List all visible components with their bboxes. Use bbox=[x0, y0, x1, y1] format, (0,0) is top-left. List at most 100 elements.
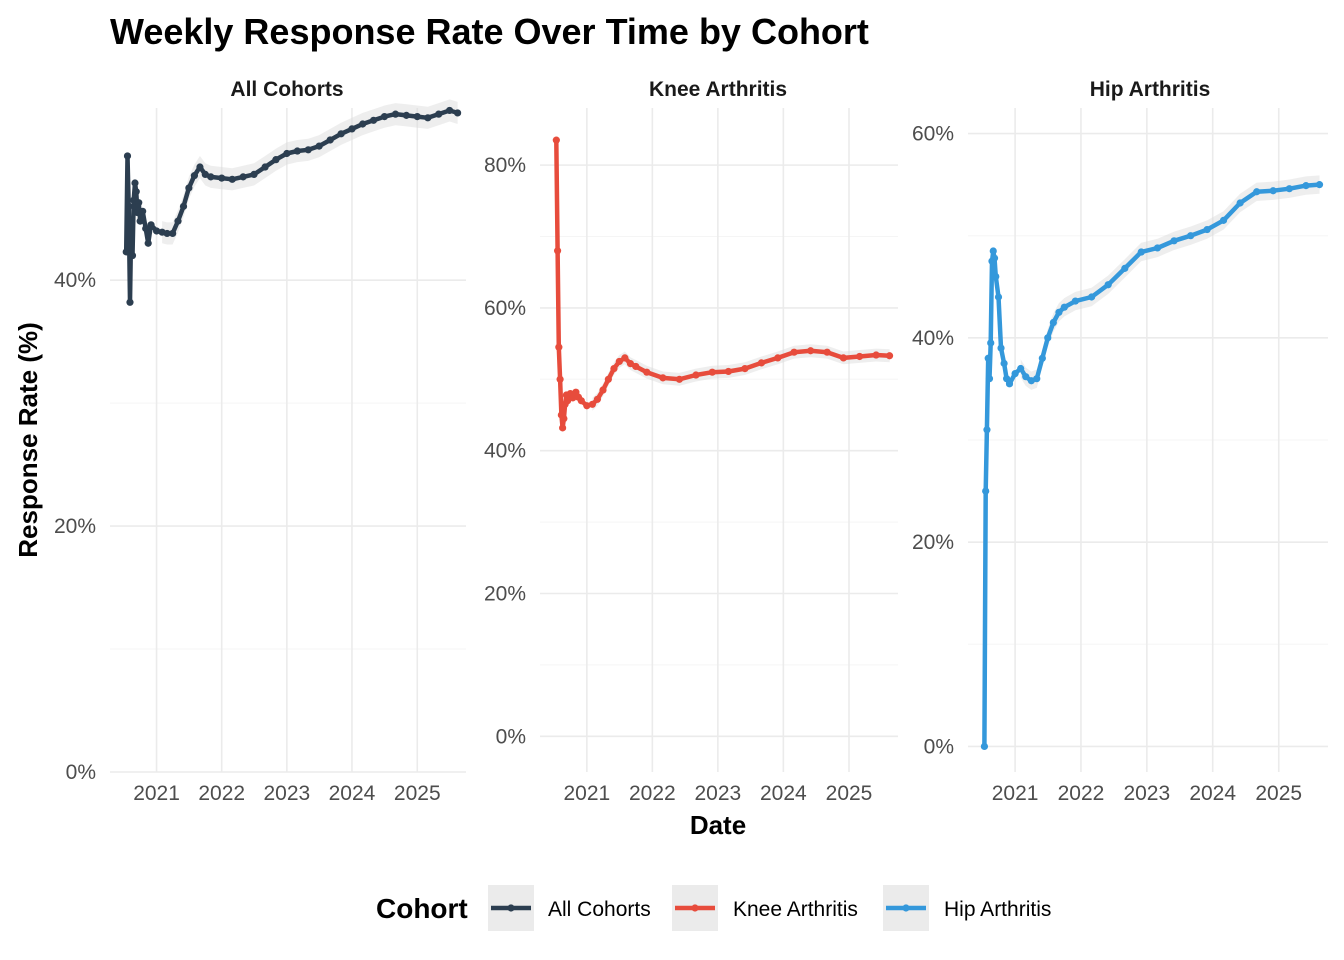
data-point bbox=[126, 298, 134, 306]
legend-title: Cohort bbox=[376, 893, 468, 924]
data-point bbox=[293, 147, 301, 155]
data-point bbox=[261, 163, 269, 171]
data-point bbox=[402, 111, 410, 119]
data-point bbox=[283, 149, 291, 158]
data-point bbox=[123, 152, 132, 160]
series-group bbox=[552, 136, 894, 432]
data-point bbox=[556, 375, 564, 383]
data-point bbox=[174, 217, 182, 225]
data-point bbox=[1236, 199, 1244, 207]
y-tick-label: 40% bbox=[54, 269, 96, 292]
data-point bbox=[823, 348, 831, 356]
data-point bbox=[604, 375, 612, 383]
data-point bbox=[304, 146, 312, 154]
legend-key-point bbox=[507, 904, 515, 912]
data-point bbox=[163, 229, 171, 238]
data-point bbox=[139, 207, 147, 215]
data-point bbox=[577, 397, 585, 405]
data-point bbox=[989, 247, 997, 255]
data-point bbox=[992, 272, 1000, 281]
series-group bbox=[122, 106, 462, 306]
x-tick-label: 2025 bbox=[826, 782, 873, 805]
data-point bbox=[621, 354, 629, 362]
legend-items: All Cohorts Knee Arthritis Hip Arthritis bbox=[488, 885, 1051, 931]
panel-grid bbox=[540, 108, 898, 772]
data-point bbox=[560, 414, 568, 423]
data-point bbox=[1049, 318, 1057, 327]
x-tick-label: 2021 bbox=[563, 782, 610, 805]
data-point bbox=[1203, 225, 1211, 234]
data-point bbox=[196, 163, 204, 171]
data-point bbox=[994, 293, 1003, 301]
facet-strip-label: Knee Arthritis bbox=[649, 78, 787, 101]
data-point bbox=[218, 174, 226, 182]
data-point bbox=[122, 248, 130, 256]
data-point bbox=[125, 202, 133, 210]
x-tick-label: 2021 bbox=[133, 782, 180, 805]
data-point bbox=[144, 239, 152, 247]
x-tick-label: 2024 bbox=[1189, 782, 1236, 805]
data-point bbox=[348, 125, 356, 133]
x-tick-label: 2023 bbox=[694, 782, 741, 805]
panel-grid bbox=[968, 108, 1328, 772]
data-point bbox=[1170, 237, 1178, 245]
data-point bbox=[152, 227, 161, 235]
x-tick-label: 2022 bbox=[1058, 782, 1105, 805]
data-point bbox=[774, 354, 782, 362]
y-tick-labels: 0% 20% 40% bbox=[54, 269, 96, 784]
x-tick-label: 2024 bbox=[329, 782, 376, 805]
data-point bbox=[228, 175, 236, 183]
data-point bbox=[872, 351, 880, 359]
x-tick-label: 2024 bbox=[760, 782, 807, 805]
data-point bbox=[131, 179, 139, 187]
data-point bbox=[135, 199, 143, 207]
data-point bbox=[559, 424, 567, 432]
smooth-ribbon bbox=[592, 344, 890, 411]
x-tick-label: 2025 bbox=[394, 782, 441, 805]
x-tick-label: 2023 bbox=[1123, 782, 1170, 805]
data-point bbox=[272, 156, 280, 164]
y-tick-labels: 0% 20% 40% 60% 80% bbox=[484, 154, 526, 748]
series-line-all-cohorts bbox=[123, 108, 460, 305]
facet-panel-all-cohorts: All Cohorts 0%20%40% 2021 2022 2023 2024 202… bbox=[54, 78, 466, 805]
data-point bbox=[136, 217, 144, 225]
data-point bbox=[1253, 188, 1261, 196]
data-point bbox=[724, 367, 733, 376]
y-tick-label: 80% bbox=[484, 154, 526, 177]
legend-item-all-cohorts: All Cohorts bbox=[488, 885, 651, 931]
data-point bbox=[1269, 187, 1277, 195]
data-point bbox=[337, 130, 345, 138]
data-point bbox=[1038, 354, 1046, 362]
x-tick-label: 2021 bbox=[992, 782, 1039, 805]
confidence-band bbox=[1020, 175, 1320, 390]
data-point bbox=[326, 136, 334, 144]
y-tick-label: 0% bbox=[66, 761, 96, 784]
data-point bbox=[239, 173, 247, 181]
data-point bbox=[553, 247, 562, 255]
data-point bbox=[424, 114, 432, 122]
y-tick-label: 40% bbox=[912, 327, 954, 350]
data-point bbox=[1121, 264, 1129, 272]
data-point bbox=[1000, 359, 1008, 367]
series-line-knee-arthritis bbox=[554, 137, 892, 431]
legend-label: All Cohorts bbox=[548, 898, 651, 921]
y-tick-label: 20% bbox=[54, 515, 96, 538]
x-tick-labels: 2021 2022 2023 2024 2025 bbox=[992, 782, 1302, 805]
data-point bbox=[552, 136, 560, 144]
data-point bbox=[1153, 244, 1162, 252]
data-point bbox=[632, 362, 640, 371]
y-tick-label: 0% bbox=[496, 725, 526, 748]
data-point bbox=[980, 742, 989, 751]
data-point bbox=[985, 375, 994, 383]
facet-strip-label: Hip Arthritis bbox=[1090, 78, 1211, 101]
x-tick-labels: 2021 2022 2023 2024 2025 bbox=[563, 782, 872, 805]
panel-grid bbox=[110, 108, 466, 773]
data-point bbox=[757, 359, 766, 367]
x-tick-label: 2025 bbox=[1255, 782, 1302, 805]
data-point bbox=[1285, 185, 1293, 193]
data-point bbox=[391, 110, 400, 118]
data-point bbox=[997, 344, 1005, 352]
data-point bbox=[615, 357, 623, 366]
data-point bbox=[982, 487, 990, 495]
y-tick-labels: 0% 20% 40% 60% bbox=[912, 123, 954, 759]
